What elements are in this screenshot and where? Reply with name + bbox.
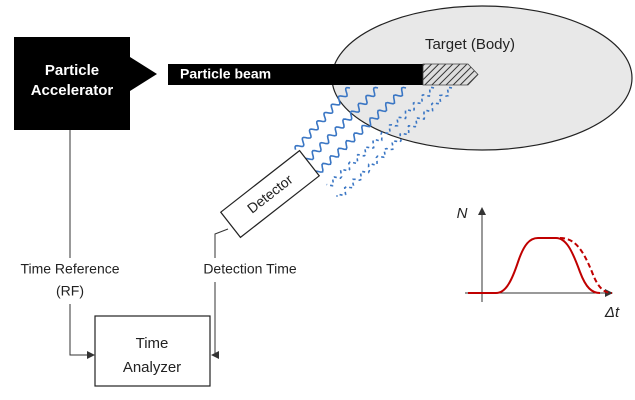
time-analyzer xyxy=(94,315,211,387)
x-axis-label: Δt xyxy=(604,304,620,321)
detection-time-label: Detection Time xyxy=(203,261,297,277)
wave xyxy=(313,86,407,173)
time-reference-label: Time Reference xyxy=(20,261,119,277)
wave xyxy=(303,86,379,161)
connector xyxy=(69,304,95,359)
inset-graph: N Δt xyxy=(457,205,620,321)
time-analyzer-label: Analyzer xyxy=(123,359,181,376)
beam xyxy=(168,64,423,85)
connector xyxy=(211,282,219,359)
curve-delayed xyxy=(559,237,613,294)
time-reference-label: (RF) xyxy=(56,283,84,299)
curve xyxy=(468,237,601,294)
waves xyxy=(294,86,453,197)
wave xyxy=(326,86,435,187)
accelerator xyxy=(14,37,157,130)
detector: Detector xyxy=(219,149,321,239)
accelerator-label: Particle xyxy=(45,62,99,79)
target-label: Target (Body) xyxy=(425,36,515,53)
y-axis-label: N xyxy=(457,205,468,222)
connector xyxy=(214,228,229,258)
wave xyxy=(294,86,351,150)
accelerator-label: Accelerator xyxy=(31,82,114,99)
beam-label: Particle beam xyxy=(180,66,271,82)
beam-end xyxy=(422,63,479,86)
time-analyzer-label: Time xyxy=(136,335,169,352)
